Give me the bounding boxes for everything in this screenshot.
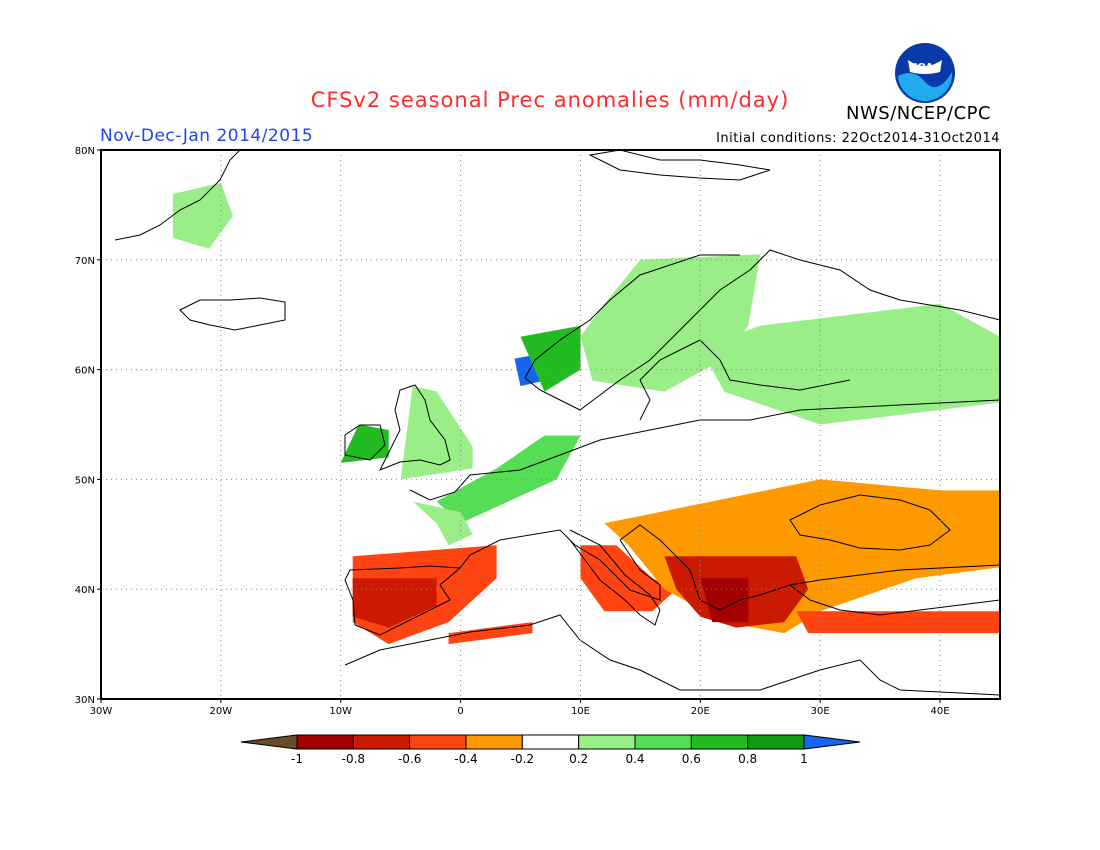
lon-tick-label: 30W (90, 706, 113, 717)
legend-swatch (352, 734, 411, 750)
anomaly-region-balkans-black-sea (604, 479, 1000, 634)
legend-swatch (521, 734, 580, 750)
lat-tick-label: 50N (75, 475, 95, 486)
legend-label: -0.4 (454, 752, 477, 766)
lat-tick-label: 40N (75, 585, 95, 596)
lat-tick-label: 70N (75, 256, 95, 267)
anomaly-region-britain (400, 386, 473, 480)
anomaly-region-greenland-east (172, 182, 233, 249)
coastlines (114, 150, 1000, 696)
legend-label: -1 (291, 752, 303, 766)
lon-tick-label: 30E (811, 706, 830, 717)
anomaly-region-turkey-south (796, 611, 1000, 634)
anomaly-region-benelux-germany (436, 435, 581, 524)
legend-label: 0.8 (738, 752, 757, 766)
lat-tick-label: 30N (75, 695, 95, 706)
lon-tick-label: 40E (931, 706, 950, 717)
lon-tick-label: 20E (691, 706, 710, 717)
legend-swatch (240, 734, 298, 750)
anomaly-region-spain-core (352, 578, 437, 628)
legend-swatch (690, 734, 749, 750)
legend-swatch (634, 734, 692, 750)
initial-conditions-label: Initial conditions: 22Oct2014-31Oct2014 (716, 131, 1000, 146)
legend-swatch (409, 734, 467, 750)
legend-swatch (578, 734, 636, 750)
map-title: CFSv2 seasonal Prec anomalies (mm/day) (310, 88, 790, 112)
noaa-logo-icon: NOAA (895, 43, 955, 103)
lon-tick-label: 0 (457, 706, 463, 717)
legend-swatch (747, 734, 805, 750)
axis-labels: 30W 20W 10W 0 10E 20E 30E 40E 30N 40N 50N 60N 70N 80N (75, 146, 950, 717)
lon-tick-label: 10W (329, 706, 352, 717)
legend-label: 1 (800, 752, 808, 766)
colorbar-legend: -1 -0.8 -0.6 -0.4 -0.2 0.2 0.4 0.6 0.8 1 (240, 734, 861, 766)
legend-label: 0.2 (569, 752, 588, 766)
lat-tick-label: 80N (75, 146, 95, 157)
map-frame (100, 149, 1001, 700)
legend-label: -0.2 (511, 752, 534, 766)
logo-text: NOAA (909, 62, 941, 73)
anomaly-fills (172, 182, 1000, 645)
legend-label: -0.8 (342, 752, 365, 766)
agency-label: NWS/NCEP/CPC (846, 103, 992, 124)
anomaly-region-norway-coast (520, 325, 581, 392)
legend-swatch (296, 734, 354, 750)
lon-tick-label: 20W (210, 706, 233, 717)
legend-swatch (803, 734, 861, 750)
legend-label: -0.6 (398, 752, 421, 766)
anomaly-region-france-west (412, 501, 473, 546)
lat-tick-label: 60N (75, 366, 95, 377)
anomaly-region-finland-russia (700, 303, 1000, 425)
legend-swatch (465, 734, 523, 750)
anomaly-region-algeria-coast (448, 622, 533, 645)
legend-label: 0.6 (682, 752, 701, 766)
lon-tick-label: 10E (571, 706, 590, 717)
period-label: Nov-Dec-Jan 2014/2015 (100, 126, 314, 146)
legend-label: 0.4 (625, 752, 644, 766)
